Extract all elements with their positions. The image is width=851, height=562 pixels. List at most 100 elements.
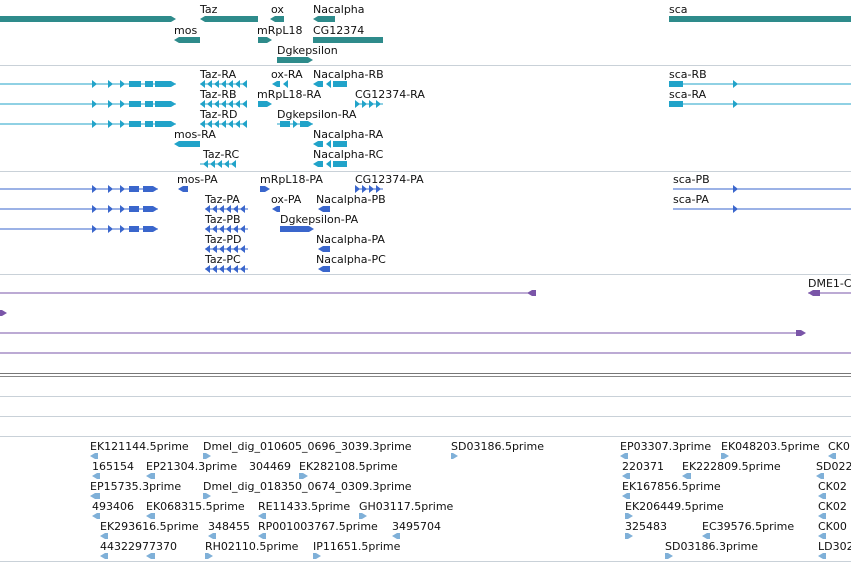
transcript-label[interactable]: sca-RA xyxy=(669,88,707,101)
est-glyph[interactable] xyxy=(146,513,155,519)
est-glyph[interactable] xyxy=(721,453,729,459)
transcript-exon[interactable] xyxy=(221,100,226,108)
est-glyph[interactable] xyxy=(100,553,108,559)
protein-exon[interactable] xyxy=(733,185,738,193)
protein-exon[interactable] xyxy=(212,265,217,273)
protein-exon[interactable] xyxy=(376,185,381,193)
transcript-exon[interactable] xyxy=(326,140,331,148)
transcript-label[interactable]: Nacalpha-RA xyxy=(313,128,384,141)
est-label[interactable]: Dmel_dig_010605_0696_3039.3prime xyxy=(203,440,412,453)
protein-exon[interactable] xyxy=(205,205,210,213)
protein-exon[interactable] xyxy=(143,206,158,212)
est-label[interactable]: RE11433.5prime xyxy=(258,500,351,513)
transcript-exon[interactable] xyxy=(214,120,219,128)
est-label[interactable]: RP001003767.5prime xyxy=(258,520,378,533)
protein-label[interactable]: Dgkepsilon-PA xyxy=(280,213,359,226)
transcript-exon[interactable] xyxy=(733,100,738,108)
gene-label[interactable]: Nacalpha xyxy=(313,3,365,16)
gene-label[interactable]: Dgkepsilon xyxy=(277,44,338,57)
protein-exon[interactable] xyxy=(219,225,224,233)
transcript-exon[interactable] xyxy=(174,141,200,147)
est-glyph[interactable] xyxy=(258,513,266,519)
est-glyph[interactable] xyxy=(203,493,211,499)
gene-glyph[interactable] xyxy=(313,37,383,43)
transcript-exon[interactable] xyxy=(326,80,331,88)
est-glyph[interactable] xyxy=(203,453,211,459)
protein-exon[interactable] xyxy=(226,205,231,213)
est-label[interactable]: SD03186.5prime xyxy=(451,440,544,453)
protein-exon[interactable] xyxy=(240,225,245,233)
protein-label[interactable]: Nacalpha-PA xyxy=(316,233,385,246)
transcript-label[interactable]: sca-RB xyxy=(669,68,707,81)
protein-exon[interactable] xyxy=(226,225,231,233)
est-label[interactable]: CK00 xyxy=(818,520,847,533)
transcript-exon[interactable] xyxy=(235,100,240,108)
transcript-label[interactable]: Taz-RD xyxy=(200,108,238,121)
est-label[interactable]: Dmel_dig_018350_0674_0309.3prime xyxy=(203,480,412,493)
protein-exon[interactable] xyxy=(120,205,125,213)
protein-exon[interactable] xyxy=(362,185,367,193)
est-label[interactable]: 44322977370 xyxy=(100,540,177,553)
transcript-label[interactable]: Taz-RC xyxy=(203,148,240,161)
est-glyph[interactable] xyxy=(92,513,100,519)
protein-exon[interactable] xyxy=(108,205,113,213)
est-label[interactable]: 325483 xyxy=(625,520,667,533)
est-label[interactable]: CK02 xyxy=(818,480,847,493)
transcript-exon[interactable] xyxy=(210,160,215,168)
est-label[interactable]: EC39576.5prime xyxy=(702,520,795,533)
transcript-exon[interactable] xyxy=(108,120,113,128)
protein-exon[interactable] xyxy=(219,205,224,213)
est-label[interactable]: 493406 xyxy=(92,500,134,513)
est-glyph[interactable] xyxy=(359,513,367,519)
est-label[interactable]: EK121144.5prime xyxy=(90,440,189,453)
est-label[interactable]: EP03307.3prime xyxy=(620,440,712,453)
transcript-exon[interactable] xyxy=(272,81,280,87)
protein-label[interactable]: Taz-PB xyxy=(205,213,241,226)
transcript-exon[interactable] xyxy=(145,101,153,107)
protein-exon[interactable] xyxy=(143,226,158,232)
est-label[interactable]: EP21304.3prime xyxy=(146,460,238,473)
protein-exon[interactable] xyxy=(143,186,158,192)
protein-exon[interactable] xyxy=(260,186,270,192)
est-glyph[interactable] xyxy=(818,533,826,539)
transcript-label[interactable]: Taz-RA xyxy=(200,68,237,81)
protein-exon[interactable] xyxy=(219,265,224,273)
protein-exon[interactable] xyxy=(108,185,113,193)
transcript-exon[interactable] xyxy=(155,101,176,107)
protein-exon[interactable] xyxy=(233,225,238,233)
protein-exon[interactable] xyxy=(733,205,738,213)
transcript-exon[interactable] xyxy=(92,100,97,108)
transcript-exon[interactable] xyxy=(293,120,298,128)
est-glyph[interactable] xyxy=(451,453,458,459)
est-label[interactable]: EP15735.3prime xyxy=(90,480,182,493)
transcript-exon[interactable] xyxy=(120,100,125,108)
transcript-exon[interactable] xyxy=(733,80,738,88)
est-glyph[interactable] xyxy=(682,473,691,479)
transcript-exon[interactable] xyxy=(200,80,205,88)
transcript-exon[interactable] xyxy=(228,100,233,108)
protein-exon[interactable] xyxy=(233,205,238,213)
protein-exon[interactable] xyxy=(129,186,139,192)
gene-glyph[interactable] xyxy=(0,16,176,22)
transcript-exon[interactable] xyxy=(203,160,208,168)
est-glyph[interactable] xyxy=(392,533,400,539)
protein-label[interactable]: ox-PA xyxy=(271,193,302,206)
protein-exon[interactable] xyxy=(120,225,125,233)
protein-exon[interactable] xyxy=(212,205,217,213)
est-label[interactable]: 165154 xyxy=(92,460,134,473)
protein-exon[interactable] xyxy=(233,265,238,273)
est-label[interactable]: EK048203.5prime xyxy=(721,440,820,453)
transcript-exon[interactable] xyxy=(120,80,125,88)
gene-label[interactable]: Taz xyxy=(200,3,218,16)
protein-exon[interactable] xyxy=(240,265,245,273)
est-glyph[interactable] xyxy=(313,553,321,559)
transcript-exon[interactable] xyxy=(228,80,233,88)
gene-glyph[interactable] xyxy=(277,57,313,63)
transcript-exon[interactable] xyxy=(283,80,288,88)
est-label[interactable]: SD03186.3prime xyxy=(665,540,758,553)
transcript-exon[interactable] xyxy=(214,100,219,108)
protein-exon[interactable] xyxy=(129,206,139,212)
transcript-label[interactable]: Nacalpha-RC xyxy=(313,148,384,161)
transcript-exon[interactable] xyxy=(129,121,141,127)
est-glyph[interactable] xyxy=(100,533,108,539)
